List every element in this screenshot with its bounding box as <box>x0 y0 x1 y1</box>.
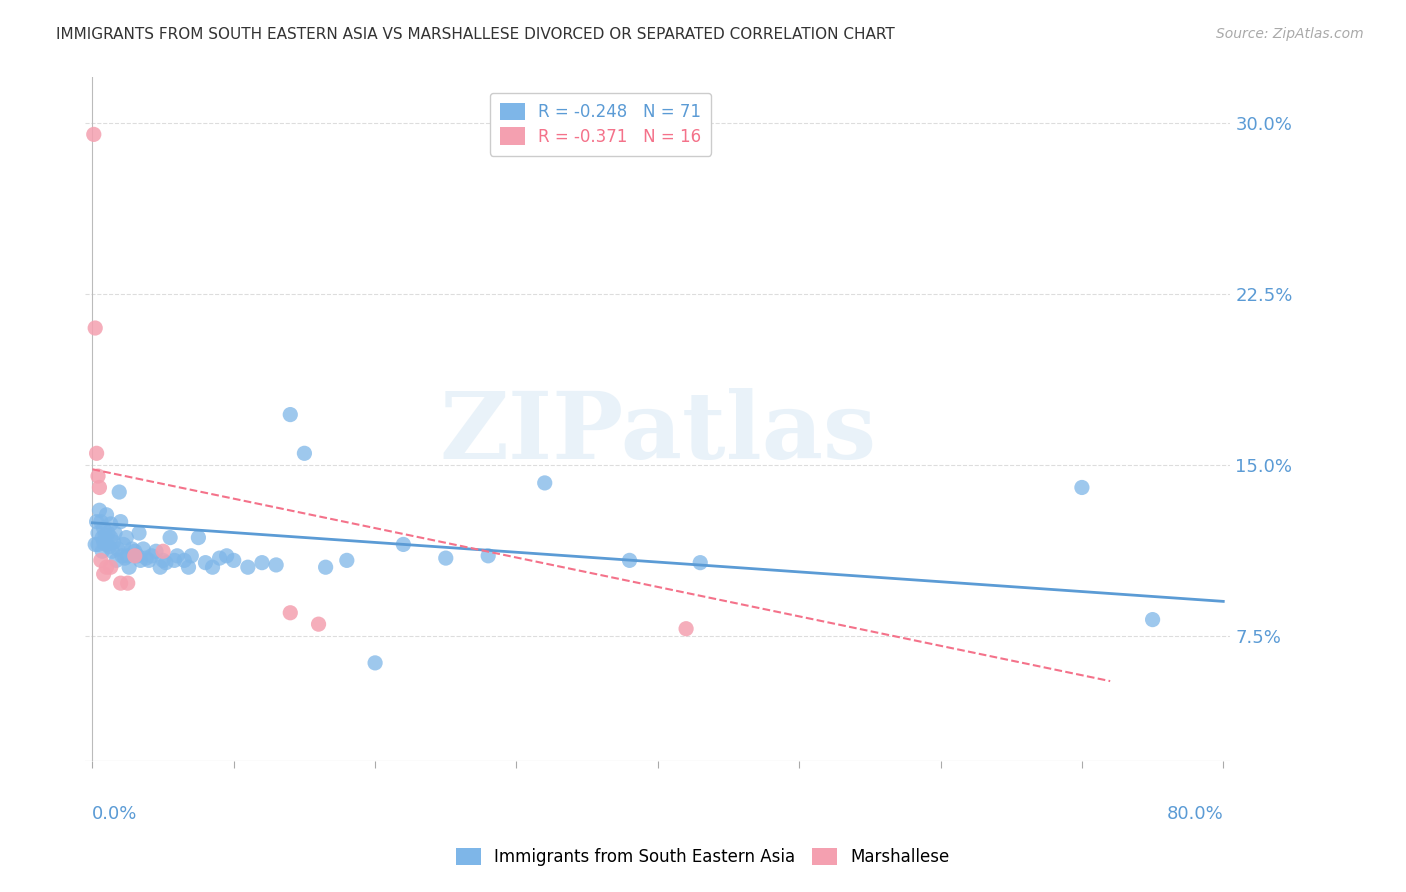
Point <box>336 553 359 567</box>
Point <box>152 544 174 558</box>
Point <box>163 553 186 567</box>
Point <box>315 560 337 574</box>
Point <box>141 549 163 563</box>
Point <box>215 549 238 563</box>
Point <box>129 553 152 567</box>
Point <box>477 549 499 563</box>
Point <box>264 558 287 572</box>
Point <box>93 535 115 549</box>
Point <box>166 549 188 563</box>
Point <box>201 560 224 574</box>
Point <box>104 526 127 541</box>
Point <box>94 528 117 542</box>
Point <box>294 446 316 460</box>
Text: 80.0%: 80.0% <box>1167 805 1223 823</box>
Point <box>87 537 110 551</box>
Point <box>1070 480 1092 494</box>
Point <box>110 576 132 591</box>
Point <box>145 544 167 558</box>
Point <box>364 656 387 670</box>
Point <box>278 606 301 620</box>
Point <box>96 508 118 522</box>
Point <box>93 567 115 582</box>
Point <box>110 515 132 529</box>
Legend: Immigrants from South Eastern Asia, Marshallese: Immigrants from South Eastern Asia, Mars… <box>449 840 957 875</box>
Text: ZIPatlas: ZIPatlas <box>439 388 876 478</box>
Point <box>107 541 129 556</box>
Point <box>105 553 128 567</box>
Point <box>83 128 105 142</box>
Point <box>177 560 200 574</box>
Point <box>84 321 107 335</box>
Point <box>90 515 112 529</box>
Legend: R = -0.248   N = 71, R = -0.371   N = 16: R = -0.248 N = 71, R = -0.371 N = 16 <box>489 93 711 155</box>
Point <box>93 521 115 535</box>
Point <box>117 549 139 563</box>
Point <box>155 556 177 570</box>
Point <box>135 551 157 566</box>
Point <box>117 576 139 591</box>
Point <box>675 622 697 636</box>
Point <box>91 531 114 545</box>
Point <box>97 526 120 541</box>
Point <box>222 553 245 567</box>
Point <box>86 515 108 529</box>
Text: 0.0%: 0.0% <box>93 805 138 823</box>
Point <box>87 526 110 541</box>
Point <box>128 526 150 541</box>
Point <box>103 535 125 549</box>
Point <box>152 553 174 567</box>
Point <box>98 540 121 554</box>
Point <box>121 541 143 556</box>
Point <box>115 531 138 545</box>
Point <box>127 549 149 563</box>
Point <box>250 556 273 570</box>
Point <box>91 544 114 558</box>
Point <box>112 537 135 551</box>
Point <box>124 549 146 563</box>
Point <box>138 553 160 567</box>
Point <box>173 553 195 567</box>
Point <box>118 560 141 574</box>
Point <box>87 469 110 483</box>
Point <box>159 531 181 545</box>
Point <box>100 560 122 574</box>
Text: IMMIGRANTS FROM SOUTH EASTERN ASIA VS MARSHALLESE DIVORCED OR SEPARATED CORRELAT: IMMIGRANTS FROM SOUTH EASTERN ASIA VS MA… <box>56 27 896 42</box>
Point <box>90 553 112 567</box>
Point <box>278 408 301 422</box>
Point <box>434 551 457 566</box>
Point <box>89 503 111 517</box>
Point <box>236 560 259 574</box>
Point <box>208 551 231 566</box>
Point <box>108 485 131 500</box>
Point <box>114 551 136 566</box>
Point <box>84 537 107 551</box>
Point <box>132 541 155 556</box>
Point <box>96 537 118 551</box>
Point <box>86 446 108 460</box>
Point <box>392 537 415 551</box>
Point <box>96 560 118 574</box>
Point <box>100 531 122 545</box>
Point <box>180 549 202 563</box>
Point <box>187 531 209 545</box>
Point <box>89 480 111 494</box>
Text: Source: ZipAtlas.com: Source: ZipAtlas.com <box>1216 27 1364 41</box>
Point <box>689 556 711 570</box>
Point <box>101 544 124 558</box>
Point <box>194 556 217 570</box>
Point <box>149 560 172 574</box>
Point <box>111 549 134 563</box>
Point <box>1142 613 1164 627</box>
Point <box>124 544 146 558</box>
Point <box>100 516 122 531</box>
Point <box>619 553 641 567</box>
Point <box>533 475 555 490</box>
Point <box>308 617 330 632</box>
